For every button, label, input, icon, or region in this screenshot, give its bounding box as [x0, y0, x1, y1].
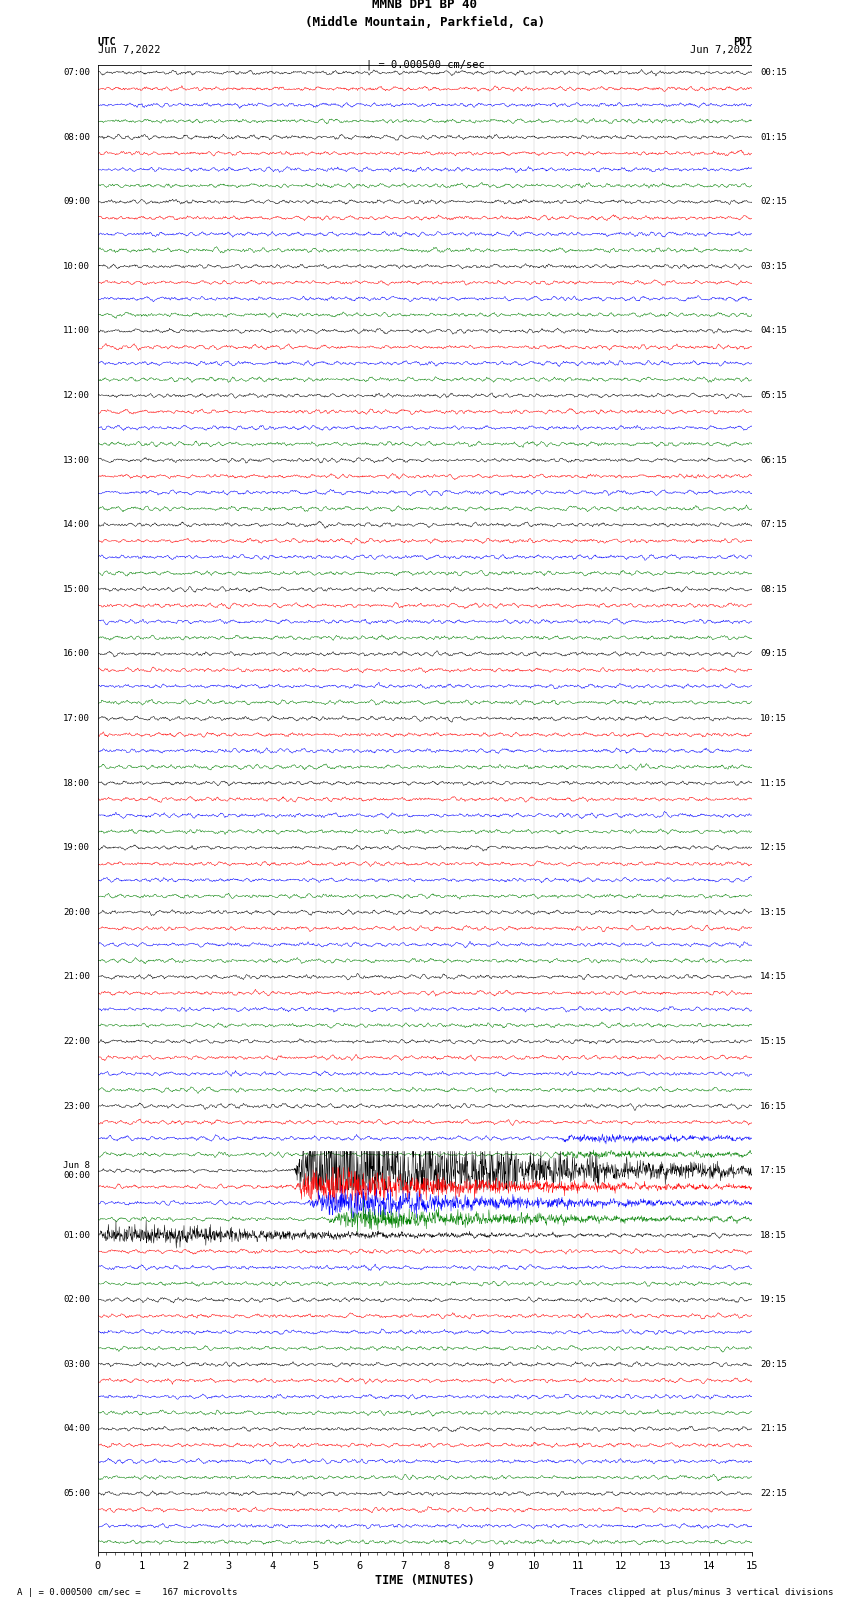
Text: 19:15: 19:15 — [760, 1295, 787, 1305]
Text: 11:15: 11:15 — [760, 779, 787, 787]
Text: | = 0.000500 cm/sec: | = 0.000500 cm/sec — [366, 60, 484, 71]
Text: Jun 7,2022: Jun 7,2022 — [689, 45, 752, 55]
Text: 15:00: 15:00 — [63, 586, 90, 594]
Text: UTC: UTC — [98, 37, 116, 47]
Text: 02:15: 02:15 — [760, 197, 787, 206]
Text: 14:15: 14:15 — [760, 973, 787, 981]
Text: 12:15: 12:15 — [760, 844, 787, 852]
Text: 01:15: 01:15 — [760, 132, 787, 142]
Text: 16:00: 16:00 — [63, 650, 90, 658]
Text: 19:00: 19:00 — [63, 844, 90, 852]
Text: Traces clipped at plus/minus 3 vertical divisions: Traces clipped at plus/minus 3 vertical … — [570, 1587, 833, 1597]
Text: 04:00: 04:00 — [63, 1424, 90, 1434]
Text: 18:00: 18:00 — [63, 779, 90, 787]
Text: 11:00: 11:00 — [63, 326, 90, 336]
Text: 20:15: 20:15 — [760, 1360, 787, 1369]
Text: 22:15: 22:15 — [760, 1489, 787, 1498]
Text: 05:00: 05:00 — [63, 1489, 90, 1498]
Text: 01:00: 01:00 — [63, 1231, 90, 1240]
Text: 15:15: 15:15 — [760, 1037, 787, 1045]
Text: 21:00: 21:00 — [63, 973, 90, 981]
Text: 03:00: 03:00 — [63, 1360, 90, 1369]
Text: 21:15: 21:15 — [760, 1424, 787, 1434]
Text: 03:15: 03:15 — [760, 261, 787, 271]
Text: 06:15: 06:15 — [760, 455, 787, 465]
Text: 08:15: 08:15 — [760, 586, 787, 594]
Text: 08:00: 08:00 — [63, 132, 90, 142]
Text: Jun 8
00:00: Jun 8 00:00 — [63, 1161, 90, 1181]
Text: 04:15: 04:15 — [760, 326, 787, 336]
Text: A | = 0.000500 cm/sec =    167 microvolts: A | = 0.000500 cm/sec = 167 microvolts — [17, 1587, 237, 1597]
Text: 07:00: 07:00 — [63, 68, 90, 77]
Title: MMNB DP1 BP 40
(Middle Mountain, Parkfield, Ca): MMNB DP1 BP 40 (Middle Mountain, Parkfie… — [305, 0, 545, 29]
Text: 12:00: 12:00 — [63, 390, 90, 400]
Text: 22:00: 22:00 — [63, 1037, 90, 1045]
Text: Jun 7,2022: Jun 7,2022 — [98, 45, 161, 55]
Text: 13:15: 13:15 — [760, 908, 787, 916]
Text: 13:00: 13:00 — [63, 455, 90, 465]
Text: 02:00: 02:00 — [63, 1295, 90, 1305]
Text: 09:15: 09:15 — [760, 650, 787, 658]
Text: 14:00: 14:00 — [63, 521, 90, 529]
Text: 05:15: 05:15 — [760, 390, 787, 400]
Text: 17:00: 17:00 — [63, 715, 90, 723]
Text: 10:15: 10:15 — [760, 715, 787, 723]
Text: 07:15: 07:15 — [760, 521, 787, 529]
Text: 20:00: 20:00 — [63, 908, 90, 916]
Text: PDT: PDT — [734, 37, 752, 47]
X-axis label: TIME (MINUTES): TIME (MINUTES) — [375, 1574, 475, 1587]
Text: 16:15: 16:15 — [760, 1102, 787, 1110]
Text: 17:15: 17:15 — [760, 1166, 787, 1176]
Text: 09:00: 09:00 — [63, 197, 90, 206]
Text: 10:00: 10:00 — [63, 261, 90, 271]
Text: 18:15: 18:15 — [760, 1231, 787, 1240]
Text: 00:15: 00:15 — [760, 68, 787, 77]
Text: 23:00: 23:00 — [63, 1102, 90, 1110]
